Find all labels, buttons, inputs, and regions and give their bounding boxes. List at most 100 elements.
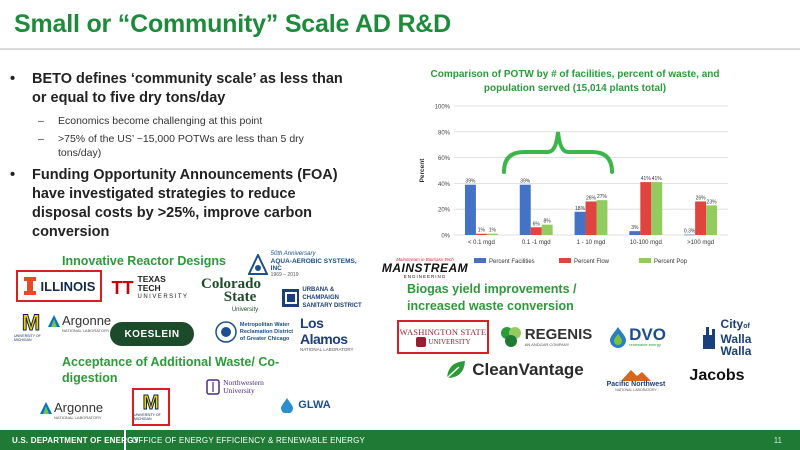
data-label: 1%: [489, 228, 497, 234]
regenis-leaf-icon: [500, 327, 521, 347]
bar: [585, 201, 597, 235]
y-tick-label: 100%: [435, 105, 451, 111]
bullet-text: Funding Opportunity Announcements (FOA) …: [32, 167, 338, 240]
data-label: 18%: [575, 206, 586, 212]
bullet-list: • BETO defines ‘community scale’ as less…: [6, 70, 356, 248]
footer-bar: U.S. DEPARTMENT OF ENERGY OFFICE OF ENER…: [0, 430, 800, 450]
title-divider: [0, 48, 800, 50]
bar: [530, 227, 542, 235]
wsu-cougar-icon: [415, 337, 426, 347]
illinois-i-icon: [23, 277, 36, 295]
regenis-wordmark: REGENIS: [524, 325, 593, 343]
aqua-wordmark: AQUA-AEROBIC SYSTEMS, INC: [270, 258, 357, 272]
argonne-logo-2: Argonne NATIONAL LABORATORY: [40, 396, 110, 424]
legend-label: Percent Pop: [654, 259, 688, 265]
umich-wordmark: UNIVERSITY OF MICHIGAN: [134, 413, 161, 421]
block-m-icon: M: [21, 310, 41, 335]
colorado-wordmark: Colorado: [201, 275, 261, 292]
pnnl-wordmark: Pacific Northwest: [606, 380, 666, 388]
aqua-anniversary: 50th Anniversary: [270, 251, 316, 257]
bracket-icon: [502, 131, 614, 174]
texas-tech-double-t-icon: TT: [111, 277, 134, 298]
data-label: 1%: [478, 228, 486, 234]
los-alamos-wordmark: Los Alamos: [300, 314, 348, 347]
state-wordmark: State: [223, 288, 257, 305]
texas-tech-wordmark: TEXAS TECH: [137, 273, 166, 293]
dash-icon: –: [38, 115, 44, 127]
koeslein-logo: KOESLEIN: [110, 322, 194, 346]
sub-bullet-text: Economics become challenging at this poi…: [58, 115, 263, 127]
y-tick-label: 60%: [438, 156, 451, 162]
data-label: 8%: [544, 219, 552, 225]
dvo-drop-icon: [610, 327, 626, 348]
cleanvantage-logo: CleanVantage: [436, 356, 592, 384]
mainstream-tagline: Mainstream in Biomass Tech: [396, 257, 454, 262]
argonne-sub: NATIONAL LABORATORY: [62, 328, 110, 333]
mwrd-seal-icon: [215, 321, 237, 343]
block-m-icon: M: [142, 392, 160, 414]
mainstream-wordmark: MAINSTREAM: [381, 261, 469, 275]
glwa-logo: GLWA: [274, 394, 336, 416]
texas-tech-sub: UNIVERSITY: [137, 293, 189, 300]
illinois-wordmark: ILLINOIS: [40, 278, 96, 294]
glwa-drop-icon: [281, 398, 294, 413]
ucsd-icon: [282, 289, 300, 307]
umich-logo-2: M UNIVERSITY OF MICHIGAN: [132, 388, 170, 426]
mainstream-sub: ENGINEERING: [403, 274, 447, 279]
walla-walla-hand-icon: [702, 327, 715, 349]
y-tick-label: 40%: [438, 182, 451, 188]
sub-bullet-text: >75% of the US’ ~15,000 POTWs are less t…: [58, 133, 304, 159]
northwestern-seal-icon: [206, 379, 220, 395]
dvo-sub: renewable energy: [629, 342, 661, 347]
data-label: 0.3%: [684, 229, 696, 235]
data-label: 26%: [696, 195, 707, 201]
bar: [684, 234, 696, 236]
x-tick-label: 10-100 mgd: [630, 240, 662, 246]
cleanvantage-wordmark: CleanVantage: [472, 360, 584, 379]
y-tick-label: 0%: [441, 234, 450, 240]
section-label-biogas: Biogas yield improvements / increased wa…: [407, 282, 577, 313]
argonne-sub: NATIONAL LABORATORY: [54, 415, 102, 420]
argonne-triangle-icon: [40, 401, 52, 414]
jacobs-wordmark: Jacobs: [689, 367, 745, 384]
cleanvantage-leaf-icon: [446, 361, 466, 379]
mainstream-logo: Mainstream in Biomass Tech MAINSTREAM EN…: [375, 256, 475, 280]
argonne-logo: Argonne NATIONAL LABORATORY: [48, 308, 114, 338]
argonne-triangle-icon: [48, 314, 60, 327]
northwestern-sub: University: [223, 386, 255, 395]
bullet-item: • BETO defines ‘community scale’ as less…: [6, 70, 356, 108]
texas-tech-logo: TT TEXAS TECH UNIVERSITY: [111, 273, 189, 300]
data-label: 23%: [707, 199, 718, 205]
y-tick-label: 20%: [438, 208, 451, 214]
y-tick-label: 80%: [438, 130, 451, 136]
section-label-reactor: Innovative Reactor Designs: [62, 254, 226, 268]
bar: [629, 231, 641, 235]
chart-title: Comparison of POTW by # of facilities, p…: [430, 69, 720, 94]
argonne-wordmark: Argonne: [62, 313, 112, 328]
colorado-state-logo: Colorado State University: [194, 275, 268, 314]
data-label: 26%: [586, 195, 597, 201]
bullet-text: BETO defines ‘community scale’ as less t…: [32, 71, 343, 106]
x-tick-label: 0.1 -1 mgd: [522, 240, 551, 246]
bar: [519, 184, 531, 235]
bar: [464, 184, 476, 235]
jacobs-logo: Jacobs: [682, 364, 752, 388]
data-label: 41%: [641, 176, 652, 182]
data-label: 3%: [631, 225, 639, 231]
mwrd-line2: Reclamation District: [239, 328, 294, 335]
slide-title: Small or “Community” Scale AD R&D: [14, 10, 452, 38]
legend-swatch: [559, 258, 571, 263]
bar: [706, 205, 718, 235]
wsu-sub: UNIVERSITY: [428, 338, 471, 346]
bar: [596, 200, 608, 235]
wsu-logo: WASHINGTON STATE UNIVERSITY: [397, 320, 489, 354]
bar: [640, 182, 652, 235]
regenis-sub: AN ANDGAR COMPANY: [524, 341, 570, 347]
ucsd-sub: SANITARY DISTRICT: [302, 303, 362, 309]
bar: [651, 182, 663, 235]
legend-label: Percent Flow: [574, 259, 610, 265]
data-label: 6%: [533, 221, 541, 227]
los-alamos-logo: Los Alamos NATIONAL LABORATORY: [300, 314, 366, 352]
dash-icon: –: [38, 133, 44, 145]
walla-line3: Walla: [720, 343, 752, 358]
